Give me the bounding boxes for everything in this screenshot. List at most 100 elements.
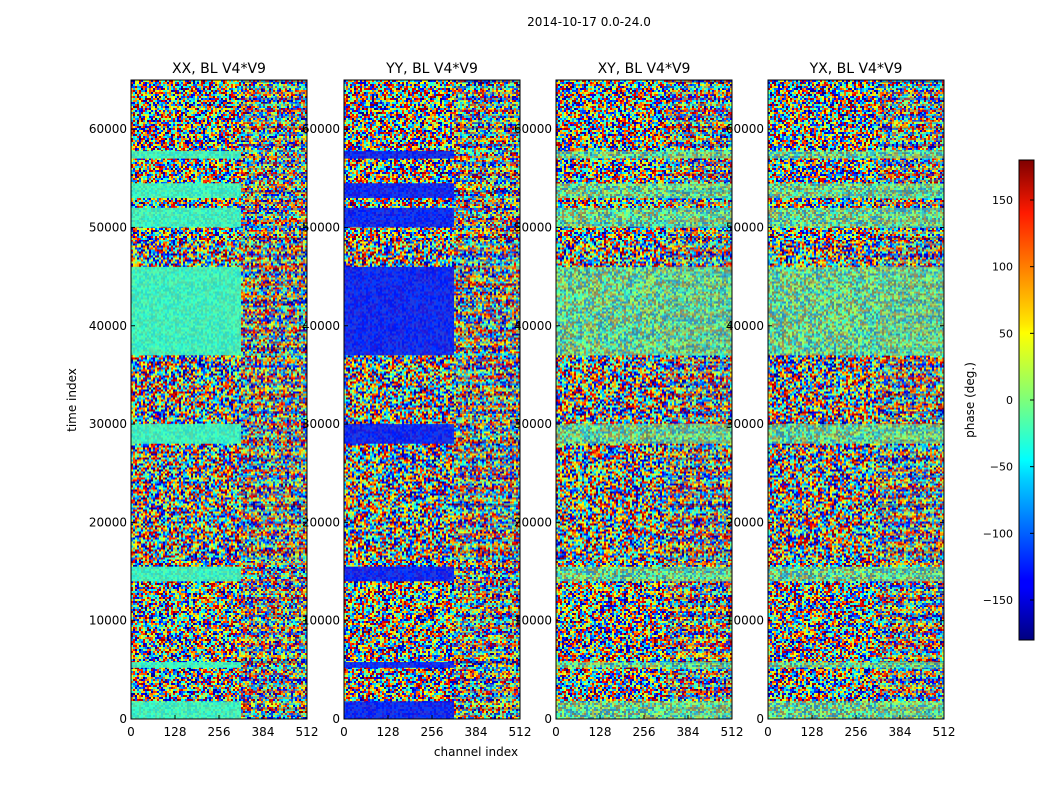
fringe-stripe	[666, 416, 732, 420]
fringe-stripe	[454, 271, 520, 275]
fringe-stripe	[241, 271, 307, 275]
fringe-stripe	[454, 306, 520, 310]
fringe-stripe	[241, 312, 307, 316]
fringe-stripe	[454, 492, 520, 496]
fringe-stripe	[241, 370, 307, 374]
fringe-stripe	[241, 521, 307, 525]
fringe-stripe	[454, 376, 520, 380]
fringe-stripe	[454, 231, 520, 234]
fringe-stripe	[454, 382, 520, 385]
fringe-stripe	[878, 498, 944, 502]
fringe-stripe	[454, 399, 520, 403]
flagged-band	[344, 207, 454, 228]
x-tick-label: 128	[377, 725, 400, 739]
fringe-stripe	[241, 428, 307, 432]
fringe-stripe	[666, 178, 732, 182]
fringe-stripe	[666, 678, 732, 682]
fringe-stripe	[454, 573, 520, 577]
fringe-stripe	[878, 172, 944, 176]
fringe-stripe	[454, 608, 520, 612]
fringe-stripe	[241, 492, 307, 496]
fringe-stripe	[666, 399, 732, 403]
y-tick-label: 20000	[726, 515, 764, 529]
fringe-stripe	[241, 591, 307, 595]
fringe-stripe	[454, 323, 520, 327]
fringe-stripe	[878, 515, 944, 519]
fringe-stripe	[241, 649, 307, 653]
fringe-stripe	[878, 143, 944, 147]
fringe-stripe	[878, 689, 944, 693]
fringe-stripe	[878, 376, 944, 380]
fringe-stripe	[454, 597, 520, 600]
fringe-stripe	[454, 254, 520, 258]
fringe-stripe	[454, 428, 520, 432]
fringe-stripe	[454, 347, 520, 351]
fringe-stripe	[666, 463, 732, 467]
fringe-stripe	[454, 591, 520, 595]
colorbar-tick-label: −50	[990, 461, 1013, 474]
x-tick-label: 384	[677, 725, 700, 739]
fringe-stripe	[241, 422, 307, 426]
fringe-stripe	[666, 97, 732, 101]
flagged-band	[556, 207, 732, 228]
fringe-stripe	[454, 85, 520, 89]
fringe-stripe	[241, 509, 307, 513]
y-tick-label: 60000	[514, 122, 552, 136]
fringe-stripe	[454, 701, 520, 705]
fringe-stripe	[454, 689, 520, 693]
fringe-stripe	[241, 213, 307, 217]
fringe-stripe	[454, 556, 520, 560]
fringe-stripe	[454, 509, 520, 513]
fringe-stripe	[878, 451, 944, 455]
y-tick-label: 0	[756, 712, 764, 726]
fringe-stripe	[666, 172, 732, 176]
fringe-stripe	[878, 457, 944, 461]
flagged-band	[344, 424, 454, 444]
x-tick-label: 128	[589, 725, 612, 739]
fringe-stripe	[241, 660, 307, 664]
fringe-stripe	[454, 341, 520, 345]
x-axis-label: channel index	[434, 745, 518, 759]
panel-3: XY, BL V4*V9 0 128 256 384 512 0 10000 20000 3000…	[514, 61, 744, 739]
fringe-stripe	[666, 689, 732, 693]
fringe-stripe	[241, 695, 307, 699]
fringe-stripe	[878, 120, 944, 124]
fringe-stripe	[241, 353, 307, 356]
fringe-stripe	[454, 265, 520, 269]
flagged-band	[344, 566, 454, 582]
fringe-stripe	[666, 143, 732, 147]
fringe-stripe	[666, 80, 732, 83]
fringe-stripe	[454, 201, 520, 205]
fringe-stripe	[241, 608, 307, 612]
fringe-stripe	[241, 329, 307, 333]
fringe-stripe	[666, 626, 732, 629]
fringe-stripe	[241, 260, 307, 263]
fringe-stripe	[878, 103, 944, 107]
fringe-stripe	[666, 376, 732, 380]
x-tick-label: 256	[421, 725, 444, 739]
fringe-stripe	[878, 91, 944, 95]
panel-4: YX, BL V4*V9 0 128 256 384 512 0 10000 20000 3000…	[726, 61, 956, 739]
fringe-stripe	[454, 178, 520, 182]
fringe-stripe	[241, 573, 307, 577]
fringe-stripe	[454, 109, 520, 112]
flagged-band	[131, 150, 241, 159]
flagged-band	[768, 566, 944, 582]
fringe-stripe	[454, 451, 520, 455]
fringe-stripe	[241, 126, 307, 130]
fringe-stripe	[666, 655, 732, 659]
fringe-stripe	[241, 556, 307, 560]
fringe-stripe	[666, 521, 732, 525]
fringe-stripe	[454, 422, 520, 426]
fringe-stripe	[666, 684, 732, 688]
fringe-stripe	[666, 509, 732, 513]
fringe-stripe	[878, 486, 944, 490]
x-tick-label: 512	[296, 725, 319, 739]
fringe-stripe	[241, 538, 307, 542]
flagged-band	[556, 566, 732, 582]
y-tick-label: 30000	[302, 417, 340, 431]
fringe-stripe	[241, 231, 307, 234]
fringe-stripe	[454, 190, 520, 194]
fringe-stripe	[666, 527, 732, 531]
x-tick-label: 256	[845, 725, 868, 739]
